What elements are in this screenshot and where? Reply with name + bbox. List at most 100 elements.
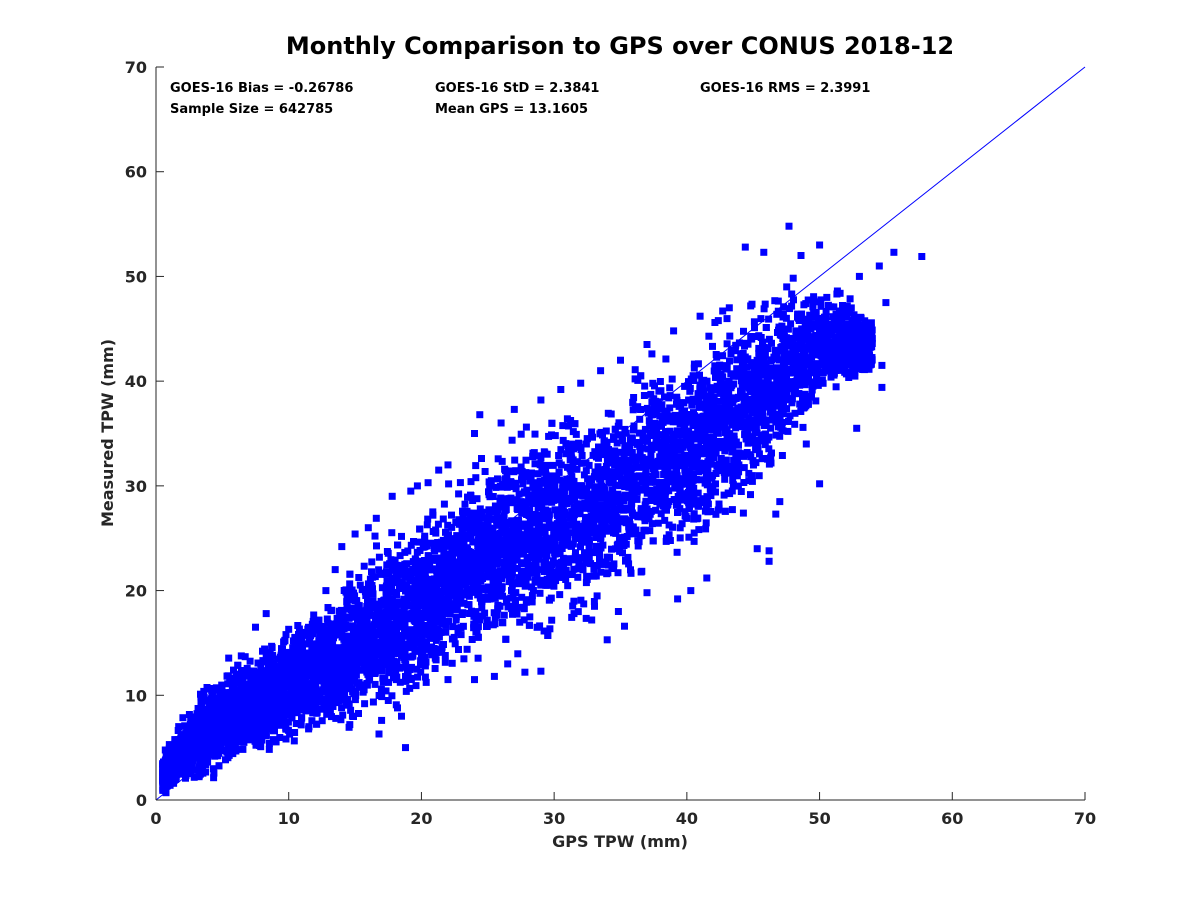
- data-point: [557, 446, 565, 454]
- data-point: [531, 460, 539, 468]
- data-point: [424, 515, 432, 523]
- data-point: [511, 539, 519, 547]
- data-point: [553, 526, 561, 534]
- data-point: [734, 482, 742, 490]
- data-point: [690, 529, 698, 537]
- data-point: [389, 574, 396, 582]
- data-point: [772, 431, 780, 439]
- data-point: [308, 717, 316, 725]
- data-point: [421, 673, 429, 681]
- data-point: [543, 552, 551, 560]
- data-point: [624, 457, 632, 464]
- data-point: [512, 479, 520, 487]
- data-point: [603, 570, 611, 578]
- data-point: [666, 384, 674, 392]
- data-point: [723, 426, 731, 434]
- data-point: [859, 366, 867, 373]
- data-point: [441, 658, 449, 666]
- data-point: [442, 557, 450, 565]
- data-point: [427, 556, 435, 564]
- data-point: [417, 668, 425, 676]
- data-point: [352, 597, 359, 605]
- data-point: [375, 553, 383, 561]
- data-point: [402, 660, 410, 668]
- data-point: [666, 448, 674, 456]
- data-point: [230, 666, 237, 674]
- data-point: [617, 448, 624, 456]
- data-point: [239, 671, 247, 679]
- data-point: [847, 304, 855, 312]
- data-point: [805, 356, 813, 364]
- data-point: [768, 339, 775, 347]
- data-point: [179, 714, 187, 722]
- data-point: [749, 433, 757, 441]
- data-point: [804, 331, 812, 339]
- data-point: [503, 483, 511, 491]
- data-point: [661, 464, 669, 472]
- data-point: [483, 573, 490, 581]
- data-point: [393, 591, 401, 599]
- data-point: [469, 538, 477, 546]
- data-point: [448, 635, 456, 643]
- data-point: [755, 450, 763, 458]
- data-point: [429, 508, 437, 516]
- data-point: [328, 624, 336, 632]
- data-point: [383, 578, 391, 585]
- data-point: [534, 479, 541, 487]
- data-point: [549, 557, 557, 565]
- data-point: [613, 439, 621, 447]
- data-point: [740, 479, 748, 486]
- data-point: [747, 491, 754, 499]
- data-point: [351, 696, 359, 704]
- data-point: [748, 362, 756, 370]
- data-point: [364, 670, 372, 678]
- data-point: [478, 455, 485, 462]
- data-point: [341, 690, 349, 698]
- data-point: [573, 484, 581, 492]
- data-point: [801, 381, 808, 389]
- data-point: [255, 731, 263, 739]
- data-point: [577, 596, 585, 604]
- data-point: [583, 485, 591, 493]
- data-point: [630, 394, 638, 401]
- data-point: [549, 472, 557, 480]
- data-point: [496, 567, 504, 575]
- data-point: [613, 498, 621, 506]
- data-point: [607, 410, 615, 418]
- data-point: [761, 441, 769, 449]
- data-point: [694, 360, 702, 368]
- data-point: [722, 385, 730, 392]
- data-point: [252, 678, 260, 686]
- data-point: [370, 621, 378, 629]
- data-point: [745, 414, 753, 422]
- data-point: [469, 584, 477, 592]
- data-point: [594, 463, 602, 471]
- data-point: [597, 535, 604, 543]
- data-point: [650, 460, 658, 468]
- data-point: [757, 315, 765, 323]
- data-point: [368, 568, 375, 576]
- data-point: [723, 315, 731, 323]
- data-point: [681, 512, 689, 520]
- data-point: [313, 698, 321, 706]
- data-point: [743, 379, 751, 386]
- data-point: [545, 432, 553, 440]
- data-point: [839, 302, 846, 309]
- data-point: [725, 416, 733, 424]
- data-point: [699, 423, 707, 431]
- data-point: [651, 382, 658, 390]
- data-point: [403, 567, 411, 575]
- data-point: [610, 560, 618, 568]
- data-point: [514, 650, 522, 658]
- data-point: [223, 737, 231, 744]
- data-point: [489, 558, 497, 566]
- data-point: [570, 507, 578, 515]
- data-point: [399, 617, 407, 625]
- data-point: [628, 434, 636, 442]
- data-point: [555, 452, 563, 459]
- data-point: [361, 700, 369, 708]
- data-point: [668, 375, 676, 383]
- data-point: [259, 647, 266, 655]
- data-point: [641, 382, 649, 390]
- data-point: [435, 559, 443, 567]
